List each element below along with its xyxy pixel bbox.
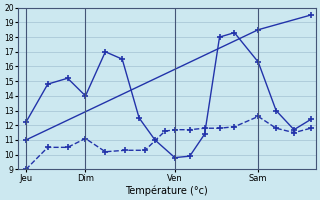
X-axis label: Température (°c): Température (°c) [125,185,208,196]
